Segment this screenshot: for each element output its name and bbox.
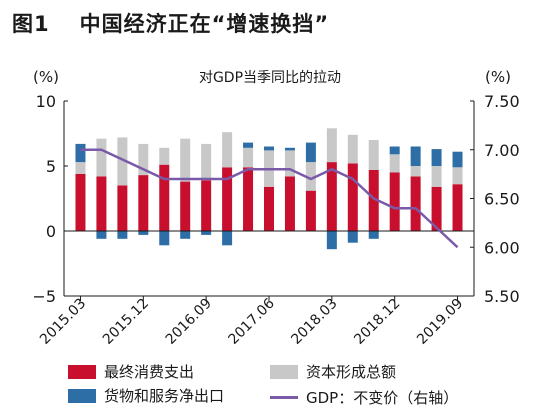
legend-label-net-exports: 货物和服务净出口	[104, 387, 225, 405]
x-tick-label: 2016.09	[163, 296, 215, 348]
bar-net-exports-2017.06	[264, 146, 274, 151]
legend-item-gdp: GDP：不变价（右轴）	[270, 387, 458, 408]
bar-consumption-2018.12	[389, 172, 400, 231]
figure-title-text: 中国经济正在“增速换挡”	[79, 12, 330, 36]
bar-consumption-2015.09	[117, 185, 128, 231]
bar-capital-2015.12	[138, 143, 149, 176]
bar-consumption-2016.06	[180, 181, 191, 231]
bar-net-exports-2017.09	[284, 147, 295, 151]
bar-net-exports-2018.09	[368, 231, 379, 239]
x-tick-label: 2018.03	[288, 296, 340, 348]
bar-capital-2017.09	[284, 150, 295, 177]
bar-net-exports-2016.06	[180, 231, 191, 239]
bar-consumption-2016.03	[159, 164, 170, 231]
bar-consumption-2017.12	[305, 190, 316, 231]
legend-item-capital: 资本形成总额	[270, 361, 396, 382]
left-y-ticks: 10 5 0 −5	[32, 92, 68, 306]
figure-number: 图1	[12, 12, 50, 36]
bar-net-exports-2015.12	[138, 231, 149, 235]
x-ticks: 2015.03 2015.12 2016.09 2017.06 2018.03 2018.…	[37, 295, 466, 347]
left-axis-unit: (%)	[33, 68, 59, 86]
left-tick-label: 5	[46, 157, 56, 176]
bar-net-exports-2018.03	[326, 231, 337, 250]
x-tick-label: 2018.12	[351, 296, 403, 348]
right-tick-label: 5.50	[484, 287, 520, 306]
legend-label-capital: 资本形成总额	[306, 363, 397, 381]
bar-consumption-2016.12	[222, 167, 233, 231]
legend-swatch-gdp	[270, 396, 298, 399]
bar-net-exports-2015.09	[117, 231, 128, 239]
legend-swatch-net-exports	[68, 388, 96, 403]
bar-capital-2015.06	[96, 138, 107, 177]
bar-consumption-2017.09	[284, 176, 295, 231]
bar-consumption-2015.12	[138, 175, 149, 231]
bar-net-exports-2017.03	[243, 142, 254, 148]
bar-layer	[75, 128, 463, 250]
bar-net-exports-2015.06	[96, 231, 107, 239]
bar-capital-2016.12	[222, 132, 233, 168]
bar-capital-2016.06	[180, 138, 191, 182]
legend-label-gdp: GDP：不变价（右轴）	[306, 389, 459, 407]
bar-consumption-2015.06	[96, 176, 107, 231]
left-tick-label: −5	[32, 287, 56, 306]
bar-consumption-2019.06	[431, 186, 442, 231]
bar-consumption-2018.09	[368, 169, 379, 231]
bar-capital-2016.03	[159, 147, 170, 165]
legend-item-consumption: 最终消费支出	[68, 361, 194, 382]
right-tick-label: 7.50	[484, 92, 520, 111]
bar-net-exports-2016.03	[159, 231, 170, 246]
x-tick-label: 2017.06	[226, 295, 278, 347]
bar-consumption-2018.06	[347, 163, 358, 231]
left-tick-label: 10	[36, 92, 56, 111]
bar-capital-2017.12	[305, 162, 316, 191]
bar-capital-2018.06	[347, 134, 358, 164]
legend-swatch-consumption	[68, 364, 96, 379]
bar-net-exports-2017.12	[305, 142, 316, 163]
legend-label-consumption: 最终消费支出	[104, 363, 195, 381]
bar-consumption-2017.03	[243, 167, 254, 231]
bar-capital-2017.03	[243, 147, 254, 168]
bar-capital-2019.06	[431, 166, 442, 187]
bar-consumption-2018.03	[326, 162, 337, 231]
bar-capital-2019.03	[410, 166, 421, 177]
gdp-line	[80, 148, 459, 249]
bar-capital-2015.03	[75, 162, 86, 174]
left-tick-label: 0	[46, 222, 56, 241]
bar-net-exports-2019.09	[452, 151, 463, 168]
bar-net-exports-2019.06	[431, 149, 442, 166]
bar-net-exports-2016.12	[222, 231, 233, 246]
figure-title: 图1 中国经济正在“增速换挡”	[12, 8, 329, 38]
bar-capital-2018.09	[368, 140, 379, 170]
bar-consumption-2017.06	[264, 186, 274, 231]
bar-consumption-2015.03	[75, 173, 86, 231]
x-tick-label: 2019.09	[414, 296, 466, 348]
legend-swatch-capital	[270, 364, 298, 379]
right-tick-label: 7.00	[484, 141, 520, 160]
right-tick-label: 6.50	[484, 190, 520, 209]
bar-net-exports-2018.12	[389, 146, 400, 155]
chart-subtitle: 对GDP当季同比的拉动	[199, 70, 341, 86]
bar-consumption-2019.03	[410, 176, 421, 231]
bar-consumption-2016.09	[201, 180, 212, 231]
bar-consumption-2019.09	[452, 184, 463, 231]
bar-capital-2019.09	[452, 167, 463, 185]
legend-item-net-exports: 货物和服务净出口	[68, 385, 224, 406]
bar-capital-2016.09	[201, 143, 212, 181]
bar-net-exports-2019.03	[410, 146, 421, 166]
chart: (%) (%) 对GDP当季同比的拉动 10 5 0 −5 7.50 7.00 6.50 6…	[32, 68, 520, 348]
bar-capital-2018.12	[389, 154, 400, 173]
x-tick-label: 2015.12	[100, 296, 152, 348]
bar-net-exports-2016.09	[201, 231, 212, 235]
right-y-ticks: 7.50 7.00 6.50 6.00 5.50	[470, 92, 520, 306]
bar-capital-2015.09	[117, 137, 128, 186]
bar-capital-2018.03	[326, 128, 337, 163]
bar-net-exports-2015.03	[75, 143, 86, 163]
right-axis-unit: (%)	[485, 68, 511, 86]
bar-net-exports-2018.06	[347, 231, 358, 243]
right-tick-label: 6.00	[484, 238, 520, 257]
